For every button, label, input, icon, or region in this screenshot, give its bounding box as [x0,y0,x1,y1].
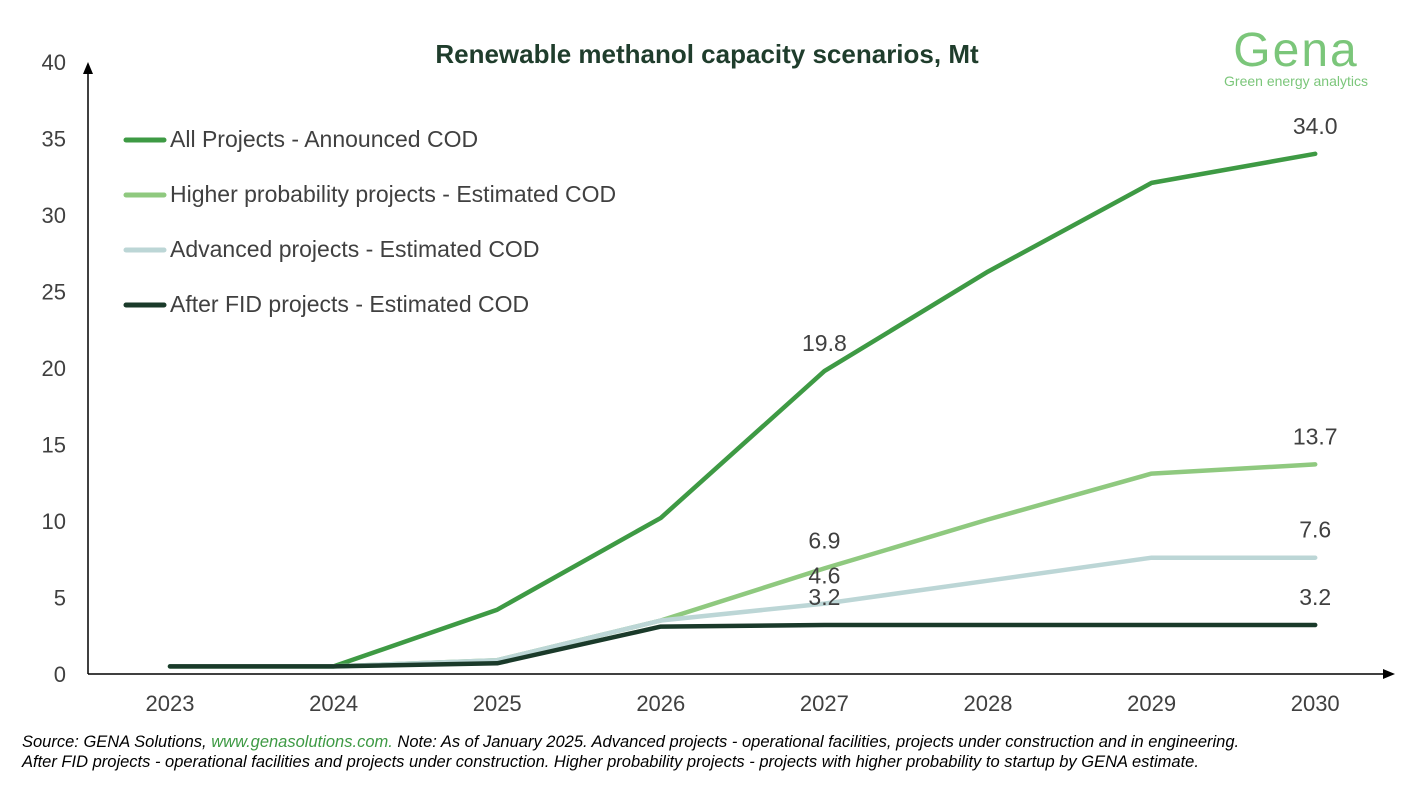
source-note-line-1: Source: GENA Solutions, www.genasolution… [22,732,1412,752]
y-axis-arrow [83,62,93,74]
legend-label-advanced-projects-estimated-cod: Advanced projects - Estimated COD [170,236,539,262]
data-label-advanced-projects-estimated-cod-2030: 7.6 [1299,517,1331,543]
y-tick-0: 0 [54,662,66,687]
x-tick-2028: 2028 [964,691,1013,716]
x-tick-2025: 2025 [473,691,522,716]
x-axis [88,669,1395,679]
data-label-higher-probability-projects-estimated-cod-2027: 6.9 [808,527,840,553]
x-tick-2023: 2023 [146,691,195,716]
data-label-all-projects-announced-cod-2030: 34.0 [1293,113,1338,139]
x-tick-2030: 2030 [1291,691,1340,716]
source-note-line-2: After FID projects - operational facilit… [22,753,1199,771]
data-label-all-projects-announced-cod-2027: 19.8 [802,330,847,356]
series-line-advanced-projects-estimated-cod [167,555,1318,669]
series-line-after-fid-projects-estimated-cod [167,622,1318,669]
data-labels: 19.8 34.0 6.9 13.7 4.6 7.6 3.2 3.2 [802,113,1338,610]
source-prefix: Source: GENA Solutions, [22,733,212,751]
y-axis [83,62,93,674]
data-label-advanced-projects-estimated-cod-2027: 4.6 [808,563,840,589]
y-tick-5: 5 [54,586,66,611]
y-tick-35: 35 [42,127,66,152]
note-text-1: Note: As of January 2025. Advanced proje… [392,733,1240,751]
source-link[interactable]: www.genasolutions.com. [211,733,393,751]
y-tick-40: 40 [42,50,66,75]
legend-label-all-projects-announced-cod: All Projects - Announced COD [170,126,478,152]
series-line-all-projects-announced-cod [167,151,1318,669]
source-note: Source: GENA Solutions, www.genasolution… [22,732,1412,772]
y-tick-20: 20 [42,356,66,381]
data-label-higher-probability-projects-estimated-cod-2030: 13.7 [1293,423,1338,449]
legend: All Projects - Announced COD Higher proba… [123,126,616,317]
legend-label-higher-probability-projects-estimated-cod: Higher probability projects - Estimated … [170,181,616,207]
series-line-higher-probability-projects-estimated-cod [167,462,1318,669]
data-label-after-fid-projects-estimated-cod-2027: 3.2 [808,584,840,610]
x-tick-2029: 2029 [1127,691,1176,716]
logo-wordmark: Gena [1233,24,1358,77]
legend-label-after-fid-projects-estimated-cod: After FID projects - Estimated COD [170,291,529,317]
y-tick-10: 10 [42,509,66,534]
y-tick-labels: 0 5 10 15 20 25 30 35 40 [42,50,66,687]
x-tick-2024: 2024 [309,691,358,716]
y-tick-15: 15 [42,433,66,458]
x-tick-2027: 2027 [800,691,849,716]
x-tick-labels: 2023 2024 2025 2026 2027 2028 2029 2030 [146,691,1340,716]
y-tick-30: 30 [42,203,66,228]
x-tick-2026: 2026 [636,691,685,716]
x-axis-arrow [1383,669,1395,679]
chart-title: Renewable methanol capacity scenarios, M… [435,39,979,69]
gena-logo: Gena Green energy analytics [1224,24,1368,89]
y-tick-25: 25 [42,280,66,305]
logo-tagline: Green energy analytics [1224,73,1368,89]
series-lines [167,151,1318,669]
data-label-after-fid-projects-estimated-cod-2030: 3.2 [1299,584,1331,610]
